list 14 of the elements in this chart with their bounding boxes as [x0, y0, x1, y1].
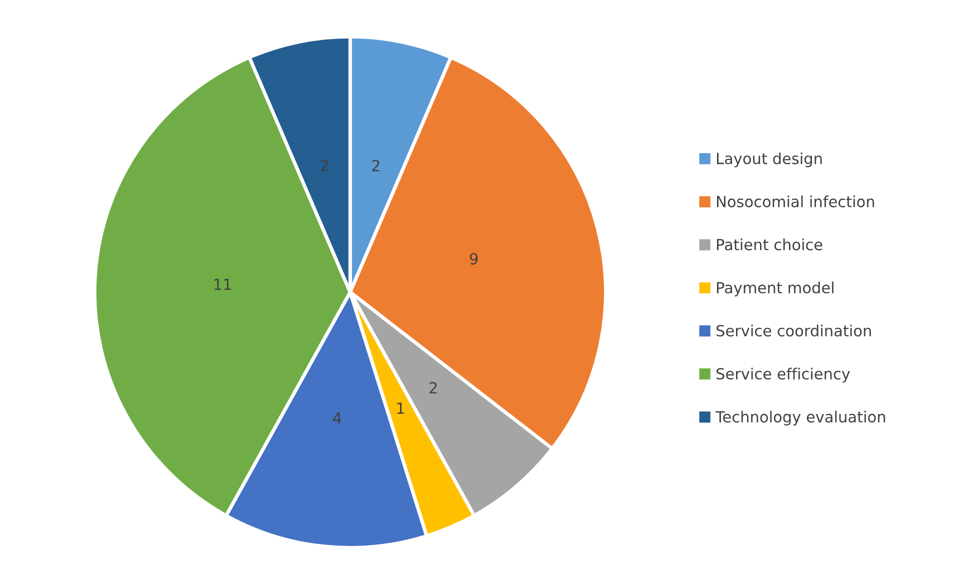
legend-label: Service efficiency	[716, 368, 850, 382]
data-label: 2	[430, 382, 437, 394]
legend-label: Service coordination	[716, 324, 871, 336]
legend-label: Technology evaluation	[715, 410, 886, 426]
data-label: 2	[320, 160, 328, 172]
legend-label: Layout design	[717, 152, 822, 168]
legend-label: Payment model	[717, 282, 834, 296]
legend-label: Patient choice	[717, 238, 822, 250]
legend-label: Nosocomial infection	[717, 196, 874, 208]
data-label: 9	[470, 253, 478, 265]
data-label: 1	[397, 402, 404, 414]
data-label: 4	[333, 412, 342, 424]
data-label: 2	[372, 160, 380, 172]
data-label: 11	[214, 278, 231, 290]
